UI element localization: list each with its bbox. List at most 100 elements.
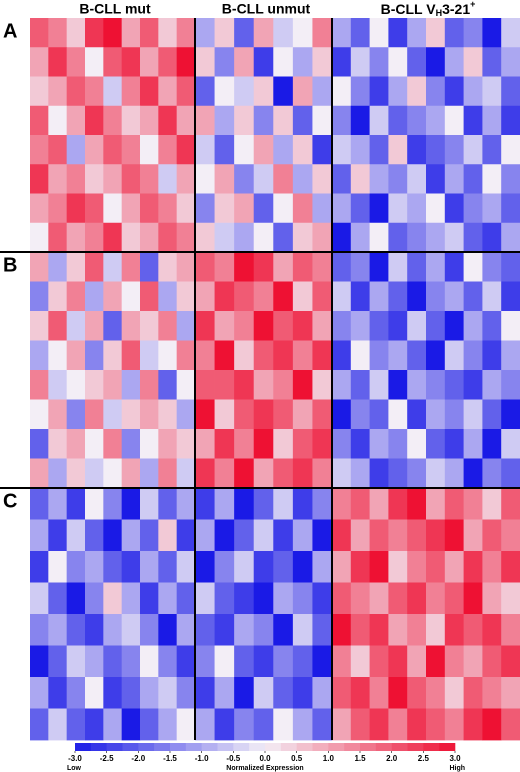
heat-cell xyxy=(332,252,352,282)
heat-cell xyxy=(48,105,68,136)
heat-cell xyxy=(103,551,123,583)
heat-cell xyxy=(30,340,49,371)
heat-cell xyxy=(195,370,215,400)
heat-cell xyxy=(292,429,313,459)
heat-cell xyxy=(350,519,370,552)
heat-cell xyxy=(292,311,313,341)
heat-cell xyxy=(158,47,178,77)
heat-cell xyxy=(66,519,86,552)
heat-cell xyxy=(444,551,464,583)
heat-cell xyxy=(176,105,196,136)
heat-cell xyxy=(350,18,370,48)
heat-cell xyxy=(66,340,86,371)
heat-cell xyxy=(332,340,352,371)
heat-cell xyxy=(103,708,123,741)
heat-cell xyxy=(426,135,446,165)
heat-cell xyxy=(214,399,235,430)
heat-cell xyxy=(463,677,483,709)
heat-cell xyxy=(463,429,483,459)
heat-cell xyxy=(350,458,370,489)
heat-cell xyxy=(48,645,68,678)
heat-cell xyxy=(407,252,427,282)
heat-cell xyxy=(195,458,215,489)
colorbar-tick-label: 3.0 xyxy=(449,754,461,763)
heat-cell xyxy=(253,47,274,77)
heat-cell xyxy=(121,105,141,136)
heat-cell xyxy=(444,488,464,520)
heat-cell xyxy=(48,193,68,224)
heat-cell xyxy=(292,76,313,107)
colorbar-swatch xyxy=(217,743,234,751)
heat-cell xyxy=(292,135,313,165)
heat-cell xyxy=(407,76,427,107)
heat-cell xyxy=(66,708,86,741)
heat-cell xyxy=(407,488,427,520)
heat-cell xyxy=(140,458,159,489)
heat-cell xyxy=(30,47,49,77)
heat-cell xyxy=(482,458,502,489)
heat-cell xyxy=(66,645,86,678)
heat-cell xyxy=(195,488,215,520)
heat-cell xyxy=(426,281,446,312)
heat-cell xyxy=(350,582,370,615)
heat-cell xyxy=(426,47,446,77)
heat-cell xyxy=(85,105,104,136)
heat-cell xyxy=(273,222,294,253)
heat-cell xyxy=(312,645,333,678)
heat-cell xyxy=(463,47,483,77)
heat-cell xyxy=(332,18,352,48)
heat-cell xyxy=(140,164,159,194)
heat-cell xyxy=(214,18,235,48)
heat-cell xyxy=(426,708,446,741)
heat-cell xyxy=(48,281,68,312)
heat-cell xyxy=(158,18,178,48)
heat-cell xyxy=(234,193,255,224)
heat-cell xyxy=(140,488,159,520)
heat-cell xyxy=(253,429,274,459)
heat-cell xyxy=(48,677,68,709)
heat-cell xyxy=(463,645,483,678)
heat-cell xyxy=(312,252,333,282)
heat-cell xyxy=(66,458,86,489)
heat-cell xyxy=(273,429,294,459)
heat-cell xyxy=(463,399,483,430)
heat-cell xyxy=(48,708,68,741)
heat-cell xyxy=(312,47,333,77)
heat-cell xyxy=(176,551,196,583)
heat-cell xyxy=(388,193,408,224)
heat-cell xyxy=(463,340,483,371)
heat-cell xyxy=(140,677,159,709)
heat-cell xyxy=(407,458,427,489)
heat-cell xyxy=(388,458,408,489)
heat-cell xyxy=(121,135,141,165)
colorbar-swatch xyxy=(265,743,282,751)
group-label-sub: H xyxy=(436,8,443,18)
heat-cell xyxy=(332,614,352,646)
heat-cell xyxy=(30,222,49,253)
group-label-part: 3-21 xyxy=(442,1,470,17)
heat-cell xyxy=(121,519,141,552)
heat-cell xyxy=(273,582,294,615)
heat-cell xyxy=(121,76,141,107)
colorbar-swatch xyxy=(249,743,266,751)
heat-cell xyxy=(140,105,159,136)
heat-cell xyxy=(140,519,159,552)
heat-cell xyxy=(369,281,389,312)
heat-cell xyxy=(501,488,520,520)
heat-cell xyxy=(234,429,255,459)
heat-cell xyxy=(292,222,313,253)
colorbar-swatch xyxy=(439,743,456,751)
heat-cell xyxy=(463,488,483,520)
heat-cell xyxy=(30,458,49,489)
heat-cell xyxy=(85,193,104,224)
heat-cell xyxy=(463,370,483,400)
heat-cell xyxy=(426,519,446,552)
colorbar-swatch xyxy=(312,743,329,751)
heat-cell xyxy=(48,222,68,253)
heat-cell xyxy=(407,340,427,371)
heat-cell xyxy=(482,645,502,678)
heat-cell xyxy=(214,222,235,253)
heat-cell xyxy=(273,47,294,77)
heat-cell xyxy=(332,105,352,136)
heat-cell xyxy=(312,488,333,520)
